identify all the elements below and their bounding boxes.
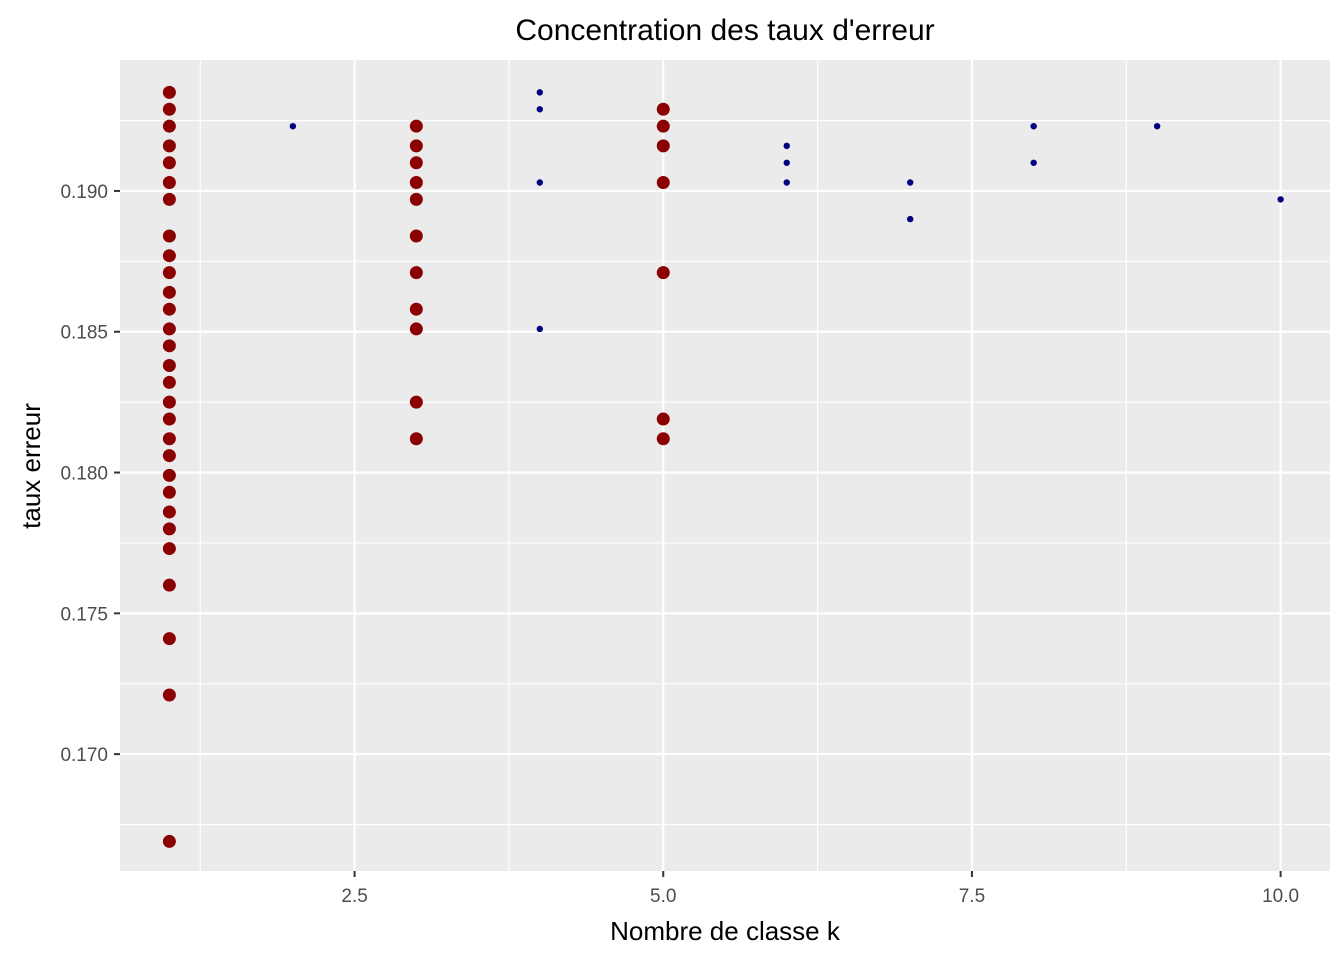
data-point bbox=[162, 834, 176, 848]
y-tick-label: 0.170 bbox=[60, 745, 108, 766]
data-point bbox=[656, 432, 670, 446]
data-point bbox=[1030, 122, 1037, 130]
data-point bbox=[907, 215, 914, 223]
data-point bbox=[536, 325, 543, 333]
data-point bbox=[536, 106, 543, 113]
data-point bbox=[409, 156, 423, 170]
data-point bbox=[656, 266, 670, 280]
data-point bbox=[162, 485, 176, 499]
data-point bbox=[409, 395, 423, 409]
data-point bbox=[409, 266, 423, 280]
data-point bbox=[162, 139, 176, 153]
data-point bbox=[289, 122, 297, 130]
data-point bbox=[162, 375, 176, 389]
data-point bbox=[162, 322, 176, 336]
data-point bbox=[162, 688, 176, 702]
data-point bbox=[162, 395, 176, 409]
data-point bbox=[409, 302, 423, 316]
data-point bbox=[162, 102, 176, 116]
data-point bbox=[162, 632, 176, 646]
y-axis-ticks: 0.170 0.175 0.180 0.185 0.190 bbox=[60, 182, 120, 766]
data-point bbox=[162, 505, 176, 519]
data-point bbox=[656, 139, 670, 153]
data-point bbox=[1030, 159, 1037, 166]
data-point bbox=[656, 102, 670, 116]
data-point bbox=[162, 156, 176, 170]
data-point bbox=[409, 432, 423, 446]
x-tick-label: 10.0 bbox=[1262, 886, 1299, 907]
data-point bbox=[1277, 196, 1284, 203]
data-point bbox=[409, 229, 423, 243]
chart-title: Concentration des taux d'erreur bbox=[515, 14, 934, 47]
data-point bbox=[1153, 122, 1161, 130]
data-point bbox=[162, 468, 176, 482]
data-point bbox=[162, 266, 176, 280]
data-point bbox=[162, 192, 176, 206]
data-point bbox=[162, 85, 176, 99]
data-point bbox=[409, 322, 423, 336]
data-point bbox=[409, 119, 423, 133]
data-point bbox=[162, 175, 176, 189]
x-tick-label: 7.5 bbox=[959, 886, 985, 907]
plot-panel bbox=[120, 60, 1330, 871]
data-point bbox=[409, 175, 423, 189]
data-point bbox=[162, 229, 176, 243]
x-tick-label: 2.5 bbox=[341, 886, 367, 907]
x-tick-label: 5.0 bbox=[650, 886, 676, 907]
data-point bbox=[162, 432, 176, 446]
data-point bbox=[162, 359, 176, 373]
data-point bbox=[656, 175, 670, 189]
data-point bbox=[409, 139, 423, 153]
data-point bbox=[162, 339, 176, 353]
y-tick-label: 0.180 bbox=[60, 464, 108, 485]
data-point bbox=[409, 192, 423, 206]
y-tick-label: 0.190 bbox=[60, 182, 108, 203]
data-point bbox=[162, 542, 176, 556]
data-point bbox=[907, 179, 914, 186]
data-point bbox=[783, 179, 790, 186]
data-point bbox=[162, 412, 176, 426]
data-point bbox=[162, 119, 176, 133]
data-point bbox=[162, 522, 176, 536]
data-point bbox=[162, 449, 176, 463]
y-axis-title: taux erreur bbox=[16, 403, 46, 529]
y-tick-label: 0.175 bbox=[60, 604, 108, 625]
data-points bbox=[162, 85, 1284, 848]
x-axis-ticks: 2.5 5.0 7.5 10.0 bbox=[341, 871, 1299, 907]
x-axis-title: Nombre de classe k bbox=[610, 916, 841, 946]
data-point bbox=[162, 302, 176, 316]
data-point bbox=[162, 249, 176, 263]
major-gridlines bbox=[120, 60, 1330, 871]
data-point bbox=[783, 159, 790, 166]
y-tick-label: 0.185 bbox=[60, 323, 108, 344]
data-point bbox=[656, 412, 670, 426]
minor-gridlines bbox=[120, 60, 1330, 871]
data-point bbox=[162, 578, 176, 592]
data-point bbox=[162, 285, 176, 299]
data-point bbox=[783, 142, 790, 150]
data-point bbox=[536, 179, 543, 186]
data-point bbox=[536, 89, 543, 96]
data-point bbox=[656, 119, 670, 133]
